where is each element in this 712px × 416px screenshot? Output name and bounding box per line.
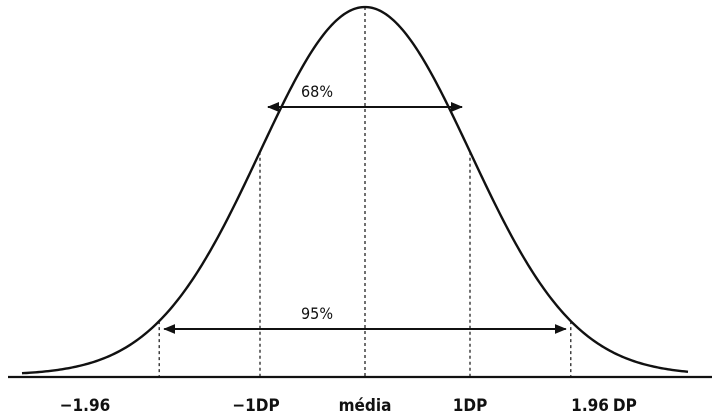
- interval-95-label: 95%: [301, 304, 333, 323]
- minus-1-dp-unit: DP: [256, 396, 280, 416]
- plus-1-dp-unit: DP: [463, 396, 487, 416]
- axis-label-minus-1-sd: −1DP: [232, 396, 279, 416]
- minus-1-value: −1: [232, 396, 255, 416]
- plus-196-dp-unit: DP: [613, 396, 637, 416]
- axis-label-minus-1-96: −1.96: [60, 396, 111, 416]
- axis-label-plus-1-96-sd: 1.96 DP: [571, 396, 637, 416]
- axis-label-mean: média: [339, 396, 392, 416]
- interval-68-label: 68%: [301, 82, 333, 101]
- plus-1-value: 1: [453, 396, 464, 416]
- plus-196-value: 1.96: [571, 396, 609, 416]
- bell-curve: [22, 7, 688, 373]
- axis-label-plus-1-sd: 1DP: [453, 396, 488, 416]
